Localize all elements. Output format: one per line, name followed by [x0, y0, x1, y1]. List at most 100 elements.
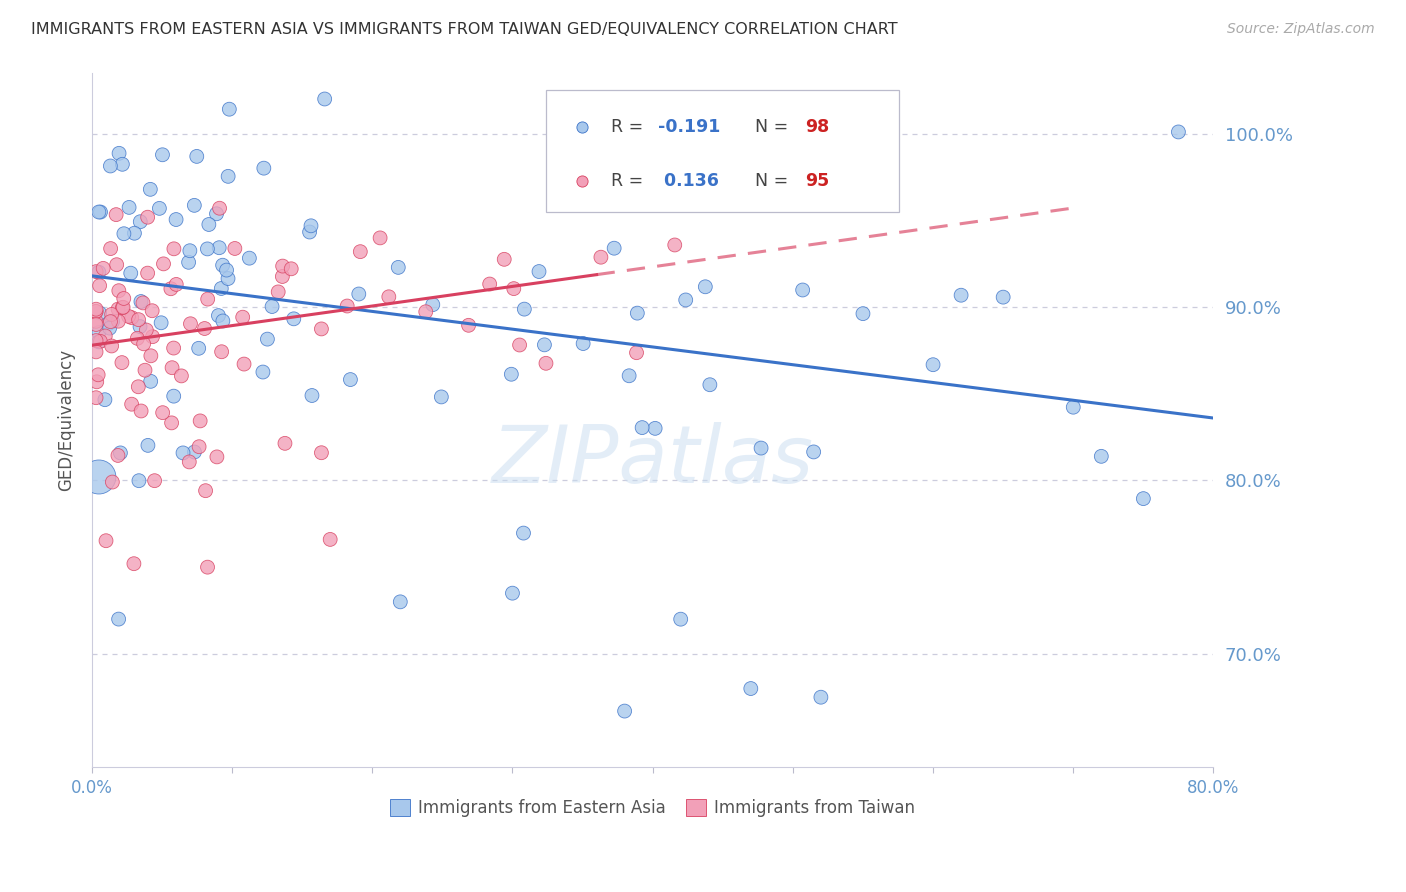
Point: [252, 365, 274, 379]
Point: [197, 242, 219, 256]
Point: [336, 299, 359, 313]
Point: [188, 414, 211, 428]
Point: [111, 356, 134, 370]
Point: [626, 345, 648, 359]
Point: [256, 332, 278, 346]
Point: [502, 282, 524, 296]
Point: [129, 294, 152, 309]
Point: [110, 446, 132, 460]
Point: [177, 255, 200, 269]
Point: [141, 303, 163, 318]
Point: [87, 265, 110, 279]
Point: [124, 226, 146, 240]
Point: [84, 264, 107, 278]
Point: [100, 159, 122, 173]
Point: [298, 225, 321, 239]
Y-axis label: GED/Equivalency: GED/Equivalency: [58, 349, 75, 491]
Point: [129, 215, 152, 229]
Point: [347, 287, 370, 301]
Point: [165, 277, 187, 292]
Legend: Immigrants from Eastern Asia, Immigrants from Taiwan: Immigrants from Eastern Asia, Immigrants…: [384, 793, 922, 824]
Point: [188, 440, 211, 454]
Point: [759, 174, 782, 188]
Point: [301, 388, 323, 402]
Point: [132, 296, 155, 310]
Point: [101, 475, 124, 489]
Point: [186, 149, 208, 163]
Point: [253, 161, 276, 176]
Point: [139, 375, 162, 389]
Point: [152, 406, 174, 420]
Point: [215, 263, 238, 277]
Point: [669, 612, 692, 626]
Point: [205, 207, 228, 221]
Point: [533, 338, 555, 352]
Point: [139, 182, 162, 196]
Point: [84, 304, 107, 318]
Point: [107, 302, 129, 317]
Point: [187, 341, 209, 355]
Point: [589, 250, 612, 264]
Point: [792, 283, 814, 297]
Point: [118, 201, 141, 215]
Point: [136, 211, 159, 225]
Point: [170, 368, 193, 383]
Point: [378, 290, 401, 304]
Point: [84, 314, 107, 328]
Point: [387, 260, 409, 275]
Point: [183, 198, 205, 212]
Point: [100, 339, 122, 353]
Point: [271, 259, 294, 273]
Point: [572, 336, 595, 351]
Text: 0.136: 0.136: [658, 172, 718, 190]
Point: [101, 314, 124, 328]
Point: [135, 323, 157, 337]
Point: [810, 690, 832, 705]
Point: [749, 441, 772, 455]
Point: [148, 202, 170, 216]
Point: [89, 306, 111, 320]
Point: [163, 242, 186, 256]
Point: [699, 377, 721, 392]
Point: [122, 557, 145, 571]
Point: [232, 310, 254, 325]
Point: [160, 360, 183, 375]
Text: IMMIGRANTS FROM EASTERN ASIA VS IMMIGRANTS FROM TAIWAN GED/EQUIVALENCY CORRELATI: IMMIGRANTS FROM EASTERN ASIA VS IMMIGRAN…: [31, 22, 897, 37]
Point: [852, 307, 875, 321]
Point: [100, 242, 122, 256]
Point: [314, 92, 336, 106]
Point: [141, 329, 163, 343]
Point: [675, 293, 697, 307]
Point: [183, 445, 205, 459]
Point: [160, 416, 183, 430]
Point: [152, 257, 174, 271]
Point: [165, 212, 187, 227]
Point: [100, 315, 122, 329]
Text: N =: N =: [744, 172, 793, 190]
Point: [299, 219, 322, 233]
Point: [87, 326, 110, 340]
Point: [513, 302, 536, 317]
Point: [664, 238, 686, 252]
Point: [662, 174, 685, 188]
Point: [695, 279, 717, 293]
Point: [693, 397, 716, 411]
Point: [197, 560, 219, 574]
Point: [1062, 400, 1084, 414]
Point: [128, 312, 150, 326]
Point: [262, 300, 284, 314]
Point: [207, 309, 229, 323]
Point: [128, 474, 150, 488]
Point: [280, 261, 302, 276]
Point: [100, 307, 122, 321]
Point: [211, 258, 233, 272]
Point: [512, 526, 534, 541]
Point: [208, 241, 231, 255]
Point: [527, 264, 550, 278]
Point: [430, 390, 453, 404]
Point: [693, 262, 716, 277]
Point: [644, 421, 666, 435]
Point: [121, 397, 143, 411]
Point: [494, 252, 516, 267]
Point: [339, 373, 361, 387]
